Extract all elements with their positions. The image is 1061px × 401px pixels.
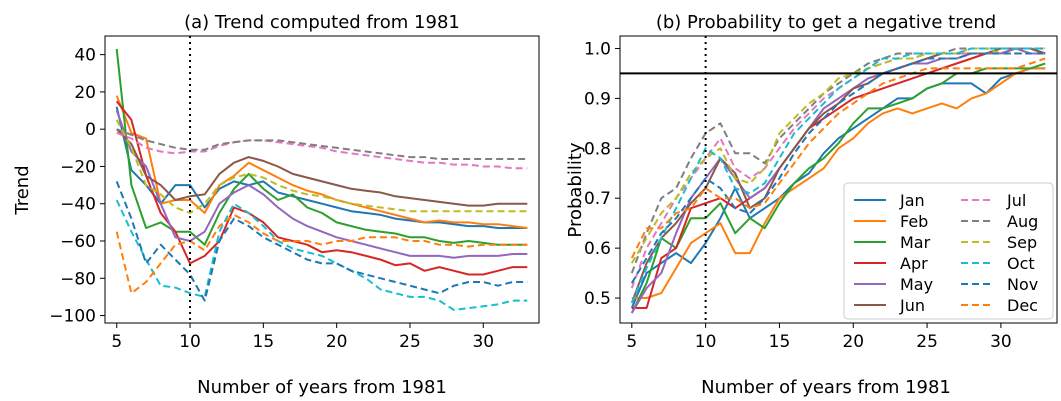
series-line-b-dec [630,57,1046,259]
x-tick-label: 20 [842,332,864,352]
x-tick-label: 15 [253,332,275,352]
series-line-a-dec [115,213,528,295]
panel-b-title: (b) Probability to get a negative trend [656,12,996,33]
x-tick-label: 20 [326,332,348,352]
legend-label-apr: Apr [900,254,928,273]
series-line-a-apr [115,100,528,276]
x-tick-label: 5 [111,332,122,352]
legend-label-dec: Dec [1007,296,1038,315]
panel-a-frame [104,35,540,324]
legend-label-may: May [900,275,933,294]
legend-label-jan: Jan [899,191,925,210]
legend-label-feb: Feb [900,212,928,231]
series-line-a-jul [116,131,528,170]
y-tick-label: 0.9 [584,89,611,109]
x-tick-label: 25 [916,332,938,352]
panel-b-frame [619,35,1058,324]
legend-box [843,182,1054,320]
y-tick-label: −20 [60,157,96,177]
y-tick-label: −80 [60,269,96,289]
legend: Jan Feb Mar Apr May Jun Jul Aug Sep Oct Nov Dec [843,182,1054,320]
x-tick-label: 5 [626,332,637,352]
panel-b-axes: 5 10 15 20 25 30 0.5 0.6 0.7 0.8 0.9 1.0 [584,39,1012,352]
y-tick-label: −40 [60,195,96,215]
legend-label-mar: Mar [900,233,931,252]
y-tick-label: 20 [74,83,96,103]
panel-a-title: (a) Trend computed from 1981 [184,12,460,33]
x-tick-label: 25 [399,332,421,352]
y-tick-label: 0.8 [584,139,611,159]
series-line-a-sep [115,119,528,214]
series-line-a-aug [116,128,528,160]
legend-label-aug: Aug [1007,212,1038,231]
y-tick-label: 0.6 [584,239,611,259]
series-line-b-feb [631,67,1046,299]
y-tick-label: 1.0 [584,39,611,59]
legend-label-jun: Jun [899,296,925,315]
series-line-b-jan [630,67,1046,309]
series-line-a-nov [115,181,528,302]
panel-b-series [620,36,1057,323]
legend-label-nov: Nov [1007,275,1038,294]
legend-label-jul: Jul [1006,191,1026,210]
panel-a-ylabel: Trend [12,165,33,215]
y-tick-label: −100 [49,307,96,327]
legend-label-oct: Oct [1007,254,1035,273]
series-line-a-jan [115,106,528,229]
y-tick-label: 0.7 [584,189,611,209]
series-line-b-oct [630,47,1046,304]
y-tick-label: 0 [85,120,96,140]
series-line-b-sep [630,47,1046,264]
x-tick-label: 10 [695,332,717,352]
x-tick-label: 30 [472,332,494,352]
panel-a-series [115,36,528,323]
legend-label-sep: Sep [1007,233,1037,252]
y-tick-label: 40 [74,46,96,66]
panel-a-axes: 5 10 15 20 25 30 40 20 0 −20 −40 −60 −80 −100 [49,46,494,352]
panel-b-probability: (b) Probability to get a negative trend … [565,12,1058,398]
series-line-b-mar [630,62,1046,314]
series-line-b-nov [630,52,1046,284]
series-line-b-apr [631,47,1046,309]
y-tick-label: 0.5 [584,289,611,309]
series-line-a-feb [115,95,528,229]
x-tick-label: 30 [990,332,1012,352]
x-tick-label: 10 [179,332,201,352]
panel-b-xlabel: Number of years from 1981 [701,377,951,398]
series-line-a-jun [115,128,528,207]
series-line-a-mar [115,48,528,246]
series-line-a-oct [115,199,528,311]
series-line-a-may [115,110,528,259]
y-tick-label: −60 [60,232,96,252]
panel-a-trend: (a) Trend computed from 1981 Number of y… [12,12,540,398]
panel-a-xlabel: Number of years from 1981 [197,377,447,398]
panel-b-ylabel: Probability [565,142,586,237]
x-tick-label: 15 [769,332,791,352]
